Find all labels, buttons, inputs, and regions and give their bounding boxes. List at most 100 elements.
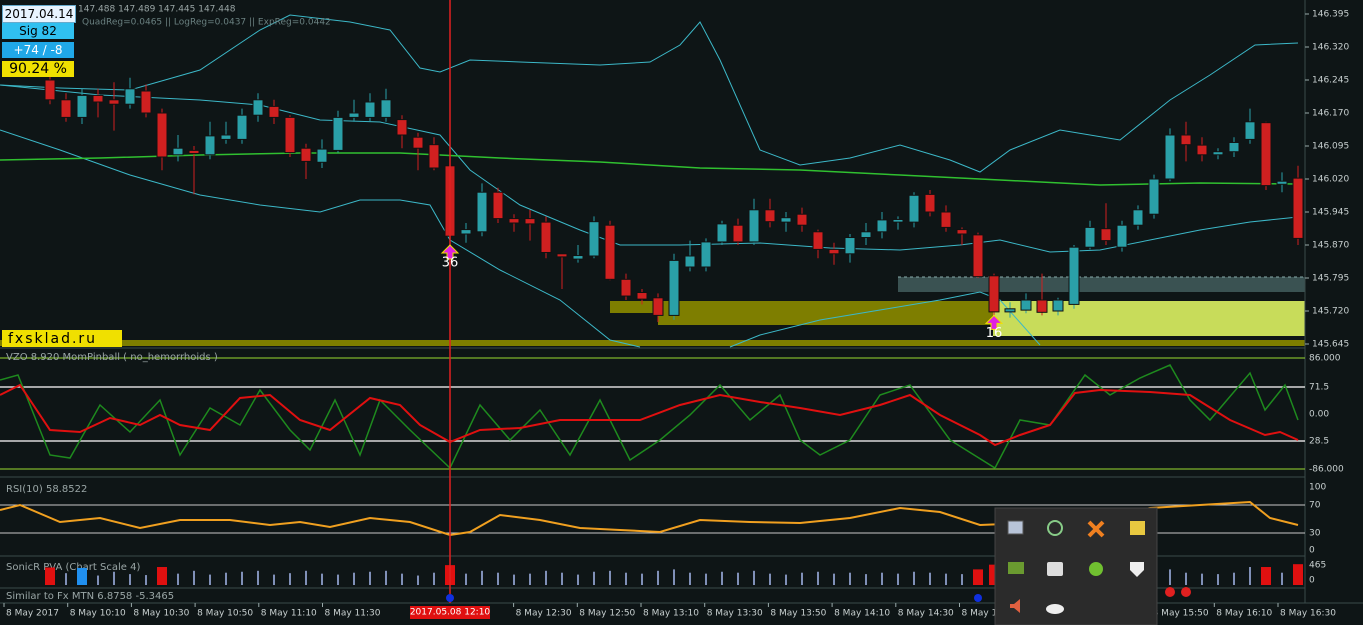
price-label: 146.095 — [1312, 142, 1349, 152]
candle-body — [828, 248, 840, 255]
candle-body — [1276, 180, 1288, 185]
time-label: 8 May 1 — [962, 609, 998, 619]
tray-icon[interactable] — [1047, 520, 1063, 536]
volume-bar — [481, 570, 483, 585]
volume-bar — [145, 575, 147, 585]
volume-bar — [609, 570, 611, 585]
time-label: 8 May 15:50 — [1153, 609, 1209, 619]
tray-icon[interactable] — [1089, 562, 1103, 576]
candles — [44, 73, 1304, 322]
volume-bar — [129, 574, 131, 585]
candle-body — [956, 229, 968, 235]
signals: 36 16 — [440, 244, 1004, 341]
volume-bar — [385, 570, 387, 585]
candle-body — [140, 90, 152, 114]
percent-box: 90.24 % — [2, 61, 74, 77]
volume-bar — [673, 569, 675, 585]
candle-body — [1244, 121, 1256, 140]
candle-body — [1132, 209, 1144, 226]
candle-body — [236, 114, 248, 140]
price-label: 145.945 — [1312, 208, 1349, 218]
zone-strip — [0, 340, 1305, 346]
price-label: 145.645 — [1312, 340, 1349, 350]
time-label: 8 May 10:50 — [197, 609, 253, 619]
price-label: 145.720 — [1312, 307, 1349, 317]
tray-icon[interactable] — [1047, 562, 1063, 576]
candle-body — [588, 221, 600, 257]
panel-borders — [0, 0, 1363, 604]
watermark: fxsklad.ru — [8, 331, 97, 347]
volume-bar — [625, 572, 627, 585]
candle-body — [1180, 134, 1192, 146]
candle-body — [396, 119, 408, 136]
tray-icon[interactable] — [1046, 604, 1064, 614]
volume-bar — [1261, 567, 1271, 585]
candle-body — [1100, 228, 1112, 242]
volume-bar — [65, 573, 67, 585]
candle-body — [1196, 144, 1208, 156]
volume-bar — [1233, 572, 1235, 585]
volume-bar — [561, 572, 563, 585]
signal-line — [0, 383, 1299, 447]
tray-icon[interactable] — [1008, 562, 1024, 574]
tray-icon[interactable] — [1087, 520, 1105, 538]
level-label: 0 — [1309, 546, 1315, 556]
candle-body — [860, 231, 872, 239]
time-label: 8 May 10:30 — [133, 609, 189, 619]
candle-body — [1148, 178, 1160, 215]
candle-body — [620, 278, 632, 297]
time-label: 8 May 2017 — [6, 609, 59, 619]
signal-dot — [974, 594, 982, 602]
time-label: 8 May 16:10 — [1216, 609, 1272, 619]
signal-dot — [446, 594, 454, 602]
vzo-panel: VZO 8.920 MomPinball ( no_hemorrhoids ) — [0, 352, 1305, 470]
volume-bar — [881, 572, 883, 585]
volume-bar — [337, 574, 339, 585]
candle-body — [188, 149, 200, 154]
volume-bar — [305, 570, 307, 585]
candle-body — [92, 94, 104, 103]
candle-body — [252, 99, 264, 116]
volume-bar — [273, 574, 275, 585]
date-box: 2017.04.14 — [2, 5, 76, 23]
zone-gray — [898, 277, 1305, 292]
candle-body — [284, 116, 296, 154]
volume-bar — [657, 570, 659, 585]
candle-body — [1004, 308, 1016, 313]
volume-bar — [973, 569, 983, 585]
tray-icon[interactable] — [1010, 599, 1020, 613]
volume-bar — [529, 573, 531, 585]
candle-body — [556, 253, 568, 258]
volume-bar — [209, 574, 211, 585]
volume-bar — [689, 572, 691, 585]
volume-bar — [737, 572, 739, 585]
candle-body — [876, 219, 888, 233]
candle-body — [572, 255, 584, 260]
tray-icon[interactable] — [1130, 562, 1144, 577]
volume-bar — [465, 573, 467, 585]
candle-body — [428, 144, 440, 169]
volume-bar — [1217, 574, 1219, 585]
vzo-line — [0, 364, 1299, 470]
volume-bar — [593, 571, 595, 585]
tray-icon[interactable] — [1007, 520, 1024, 535]
volume-bar — [369, 571, 371, 585]
volume-bar — [289, 573, 291, 585]
panel-title: VZO 8.920 MomPinball ( no_hemorrhoids ) — [6, 352, 218, 363]
level-label: 100 — [1309, 483, 1326, 493]
level-label: 0 — [1309, 576, 1315, 586]
tray-icon[interactable] — [1130, 521, 1145, 535]
time-label: 8 May 16:30 — [1280, 609, 1336, 619]
volume-bar — [801, 572, 803, 585]
candle-body — [732, 224, 744, 243]
volume-bar — [865, 574, 867, 585]
price-label: 146.170 — [1312, 109, 1349, 119]
candle-body — [748, 209, 760, 243]
candle-body — [348, 112, 360, 118]
candle-body — [764, 209, 776, 223]
watermark-bg — [2, 330, 122, 347]
volume-bar — [961, 574, 963, 585]
candle-body — [908, 194, 920, 223]
candle-body — [716, 223, 728, 243]
